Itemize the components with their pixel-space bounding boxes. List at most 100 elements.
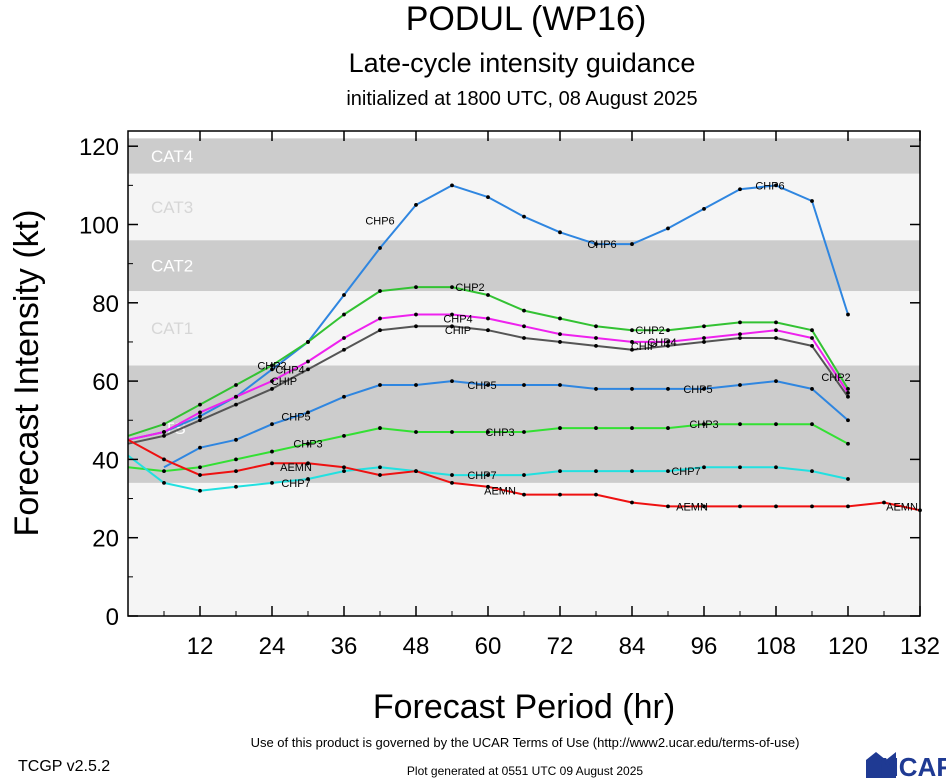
series-label-chp2: CHP2 bbox=[257, 360, 286, 372]
data-point-chp2 bbox=[162, 422, 166, 427]
data-point-chip bbox=[270, 387, 274, 391]
band-label-cat3: CAT3 bbox=[151, 198, 193, 217]
series-labels: CHP6CHP6CHP6CHP2CHP2CHP2CHP2CHP4CHP4CHP4… bbox=[257, 180, 918, 513]
data-point-chp2 bbox=[666, 328, 670, 333]
data-point-chp4 bbox=[198, 410, 202, 415]
data-point-chp7 bbox=[270, 480, 274, 485]
data-point-chp6 bbox=[810, 199, 814, 203]
band-cat3 bbox=[128, 173, 920, 241]
data-point-chp3 bbox=[270, 449, 274, 454]
data-point-aemn bbox=[378, 473, 382, 477]
data-point-chp3 bbox=[378, 426, 382, 430]
data-point-chp5 bbox=[702, 387, 706, 391]
data-point-chip bbox=[522, 336, 526, 340]
data-point-chp2 bbox=[846, 387, 850, 391]
data-point-chp7 bbox=[198, 488, 202, 493]
data-point-chp4 bbox=[666, 340, 670, 344]
band-label-cat1: CAT1 bbox=[151, 319, 193, 338]
series-label-chip: CHIP bbox=[631, 341, 657, 353]
data-point-chp3 bbox=[558, 426, 562, 430]
data-point-aemn bbox=[846, 504, 850, 509]
x-tick-label: 48 bbox=[403, 633, 430, 660]
x-tick-label: 36 bbox=[331, 633, 358, 660]
y-tick-label: 60 bbox=[92, 369, 119, 396]
data-point-chp6 bbox=[342, 293, 346, 297]
data-point-chp2 bbox=[558, 316, 562, 321]
data-point-chp4 bbox=[162, 430, 166, 434]
chart-subtitle: Late-cycle intensity guidance bbox=[349, 48, 696, 78]
data-point-chp2 bbox=[594, 324, 598, 329]
data-point-chp7 bbox=[486, 473, 490, 477]
x-tick-label: 60 bbox=[475, 633, 502, 660]
series-label-chp2: CHP2 bbox=[821, 372, 850, 384]
data-point-chp3 bbox=[306, 441, 310, 446]
data-point-chp7 bbox=[594, 469, 598, 474]
data-point-chp2 bbox=[342, 312, 346, 317]
series-label-chp5: CHP5 bbox=[281, 411, 310, 423]
x-axis-label: Forecast Period (hr) bbox=[373, 688, 675, 726]
band-cat4 bbox=[128, 138, 920, 174]
data-point-chp6 bbox=[198, 414, 202, 419]
series-label-chp7: CHP7 bbox=[467, 470, 496, 482]
data-point-aemn bbox=[486, 484, 490, 489]
series-label-chp5: CHP5 bbox=[683, 384, 712, 396]
data-point-chp2 bbox=[810, 328, 814, 333]
data-point-chp4 bbox=[450, 312, 454, 317]
x-tick-label: 12 bbox=[187, 633, 214, 660]
data-point-chp3 bbox=[738, 422, 742, 427]
data-point-chp3 bbox=[198, 465, 202, 470]
data-point-chp7 bbox=[774, 465, 778, 470]
data-point-aemn bbox=[306, 461, 310, 466]
data-point-chip bbox=[234, 402, 238, 407]
data-point-chp5 bbox=[450, 379, 454, 383]
band-label-cat4: CAT4 bbox=[151, 147, 193, 166]
data-point-chp2 bbox=[702, 324, 706, 329]
data-point-chp7 bbox=[810, 469, 814, 474]
x-tick-label: 96 bbox=[691, 633, 718, 660]
ncar-logo: NCAR bbox=[866, 752, 946, 780]
data-point-chp6 bbox=[846, 312, 850, 317]
data-point-aemn bbox=[738, 504, 742, 509]
y-tick-label: 80 bbox=[92, 291, 119, 318]
data-point-chp4 bbox=[486, 316, 490, 321]
data-point-chp2 bbox=[306, 340, 310, 344]
series-points bbox=[162, 183, 922, 513]
data-point-chp4 bbox=[846, 390, 850, 395]
data-point-chp3 bbox=[666, 426, 670, 430]
data-point-chp6 bbox=[558, 230, 562, 235]
data-point-chp4 bbox=[270, 379, 274, 383]
data-point-chp5 bbox=[630, 387, 634, 391]
x-tick-label: 72 bbox=[547, 633, 574, 660]
data-point-chip bbox=[414, 324, 418, 329]
data-point-chp6 bbox=[414, 203, 418, 207]
data-point-chp4 bbox=[630, 340, 634, 344]
data-point-chp4 bbox=[234, 394, 238, 399]
data-point-chp6 bbox=[486, 195, 490, 199]
data-point-chp5 bbox=[594, 387, 598, 391]
data-point-chp6 bbox=[594, 242, 598, 246]
data-point-chp3 bbox=[810, 422, 814, 427]
data-point-chp2 bbox=[234, 383, 238, 387]
data-point-chip bbox=[594, 343, 598, 348]
y-tick-label: 40 bbox=[92, 447, 119, 474]
data-point-chp3 bbox=[774, 422, 778, 427]
data-point-chp4 bbox=[738, 332, 742, 337]
x-tick-label: 108 bbox=[756, 633, 796, 660]
series-label-aemn: AEMN bbox=[886, 501, 918, 513]
series-label-aemn: AEMN bbox=[676, 501, 708, 513]
data-point-aemn bbox=[270, 461, 274, 466]
data-point-chp7 bbox=[846, 477, 850, 481]
data-point-chp6 bbox=[666, 226, 670, 231]
series-label-aemn: AEMN bbox=[280, 462, 312, 474]
data-point-aemn bbox=[774, 504, 778, 509]
x-tick-label: 84 bbox=[619, 633, 646, 660]
data-point-chp4 bbox=[594, 336, 598, 340]
series-label-aemn: AEMN bbox=[484, 486, 516, 498]
data-point-chp2 bbox=[270, 363, 274, 368]
generated-time: Plot generated at 0551 UTC 09 August 202… bbox=[407, 764, 643, 778]
data-point-chp5 bbox=[810, 387, 814, 391]
series-label-chp3: CHP3 bbox=[689, 419, 718, 431]
data-point-chip bbox=[846, 394, 850, 399]
data-point-chp6 bbox=[738, 187, 742, 192]
